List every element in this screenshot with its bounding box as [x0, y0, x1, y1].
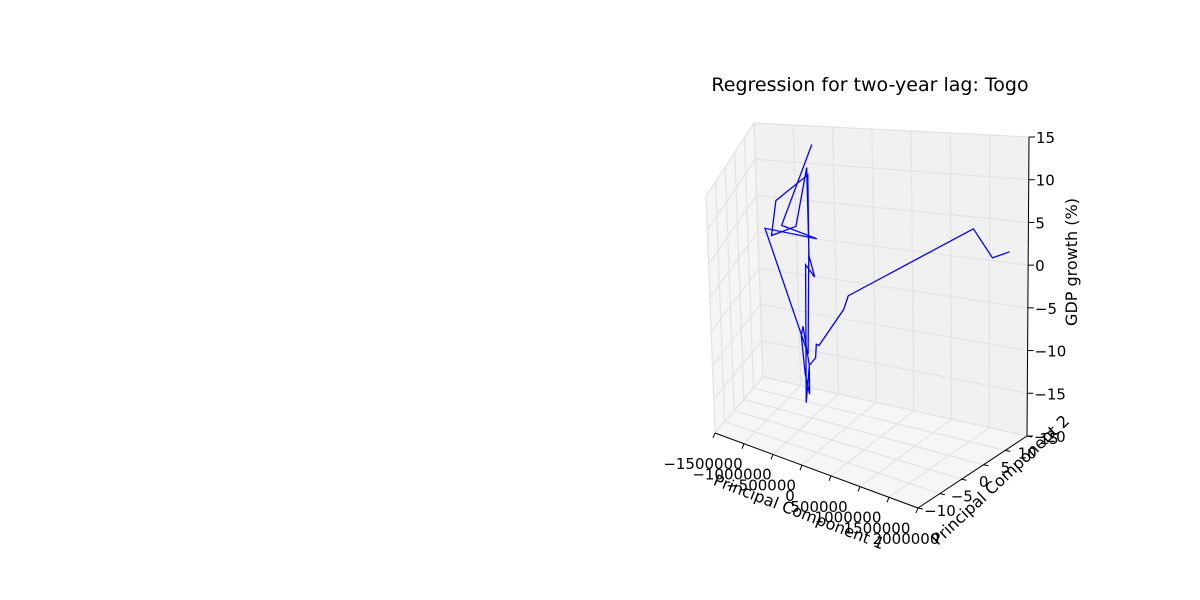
y-tick-label: 10 [1018, 444, 1037, 462]
x-tick-label: −500000 [726, 476, 796, 494]
tick-labels: −1500000−1000000−50000005000001000000150… [663, 129, 1066, 548]
y-tick [939, 493, 945, 496]
z-gridline [708, 194, 1029, 265]
y-tick [983, 464, 989, 467]
z-gridline [710, 267, 1028, 332]
z-gridline [711, 303, 1028, 366]
x-tick [770, 454, 774, 460]
y-tick [1005, 449, 1011, 452]
x-tick-label: −1000000 [692, 466, 771, 484]
x-tick [799, 464, 803, 471]
z-gridline [709, 231, 1029, 298]
z-tick-label: −15 [1034, 385, 1066, 403]
z-axis-label: GDP growth (%) [1062, 198, 1081, 326]
y-tick [917, 507, 924, 510]
x-tick [828, 475, 832, 482]
x-tick [712, 432, 716, 439]
y-tick-label: 5 [1001, 459, 1011, 477]
x-tick-label: 500000 [790, 498, 847, 516]
data-layer [764, 144, 1010, 403]
y-tick-label: 0 [979, 473, 989, 491]
x-tick-label: −1500000 [663, 455, 742, 473]
x-tick [886, 497, 890, 503]
z-tick-label: −5 [1035, 300, 1057, 318]
z-gridline [714, 376, 1028, 437]
z-axis-line [1026, 136, 1030, 437]
x-tick-label: 0 [785, 487, 795, 505]
z-tick-label: −10 [1035, 343, 1067, 361]
y-tick-label: −5 [951, 488, 973, 506]
y-tick-label: 15 [1039, 430, 1058, 448]
series-line [764, 144, 1010, 403]
chart-title: Regression for two-year lag: Togo [711, 74, 1028, 96]
z-tick-label: 0 [1035, 257, 1045, 275]
z-gridline [706, 158, 1029, 231]
x-tick-label: 2000000 [873, 530, 940, 548]
back-pane [754, 123, 1029, 436]
x-tick-label: 1000000 [815, 509, 882, 527]
x-tick [915, 507, 919, 514]
x-axis-line [714, 432, 919, 509]
axis-lines [714, 136, 1030, 509]
y-tick-label: −10 [924, 502, 956, 520]
z-gridline [713, 340, 1028, 400]
z-gridline [705, 122, 1030, 197]
z-tick-label: 10 [1036, 172, 1055, 190]
x-tick-label: 1500000 [844, 519, 911, 537]
y-tick [961, 478, 967, 481]
x-tick [741, 443, 745, 449]
x-tick [857, 486, 861, 492]
z-tick-label: 5 [1035, 214, 1045, 232]
tick-marks [712, 136, 1035, 514]
z-tick-label: 15 [1036, 129, 1055, 147]
y-axis-line [917, 435, 1028, 509]
z-tick-label: −20 [1034, 428, 1066, 446]
